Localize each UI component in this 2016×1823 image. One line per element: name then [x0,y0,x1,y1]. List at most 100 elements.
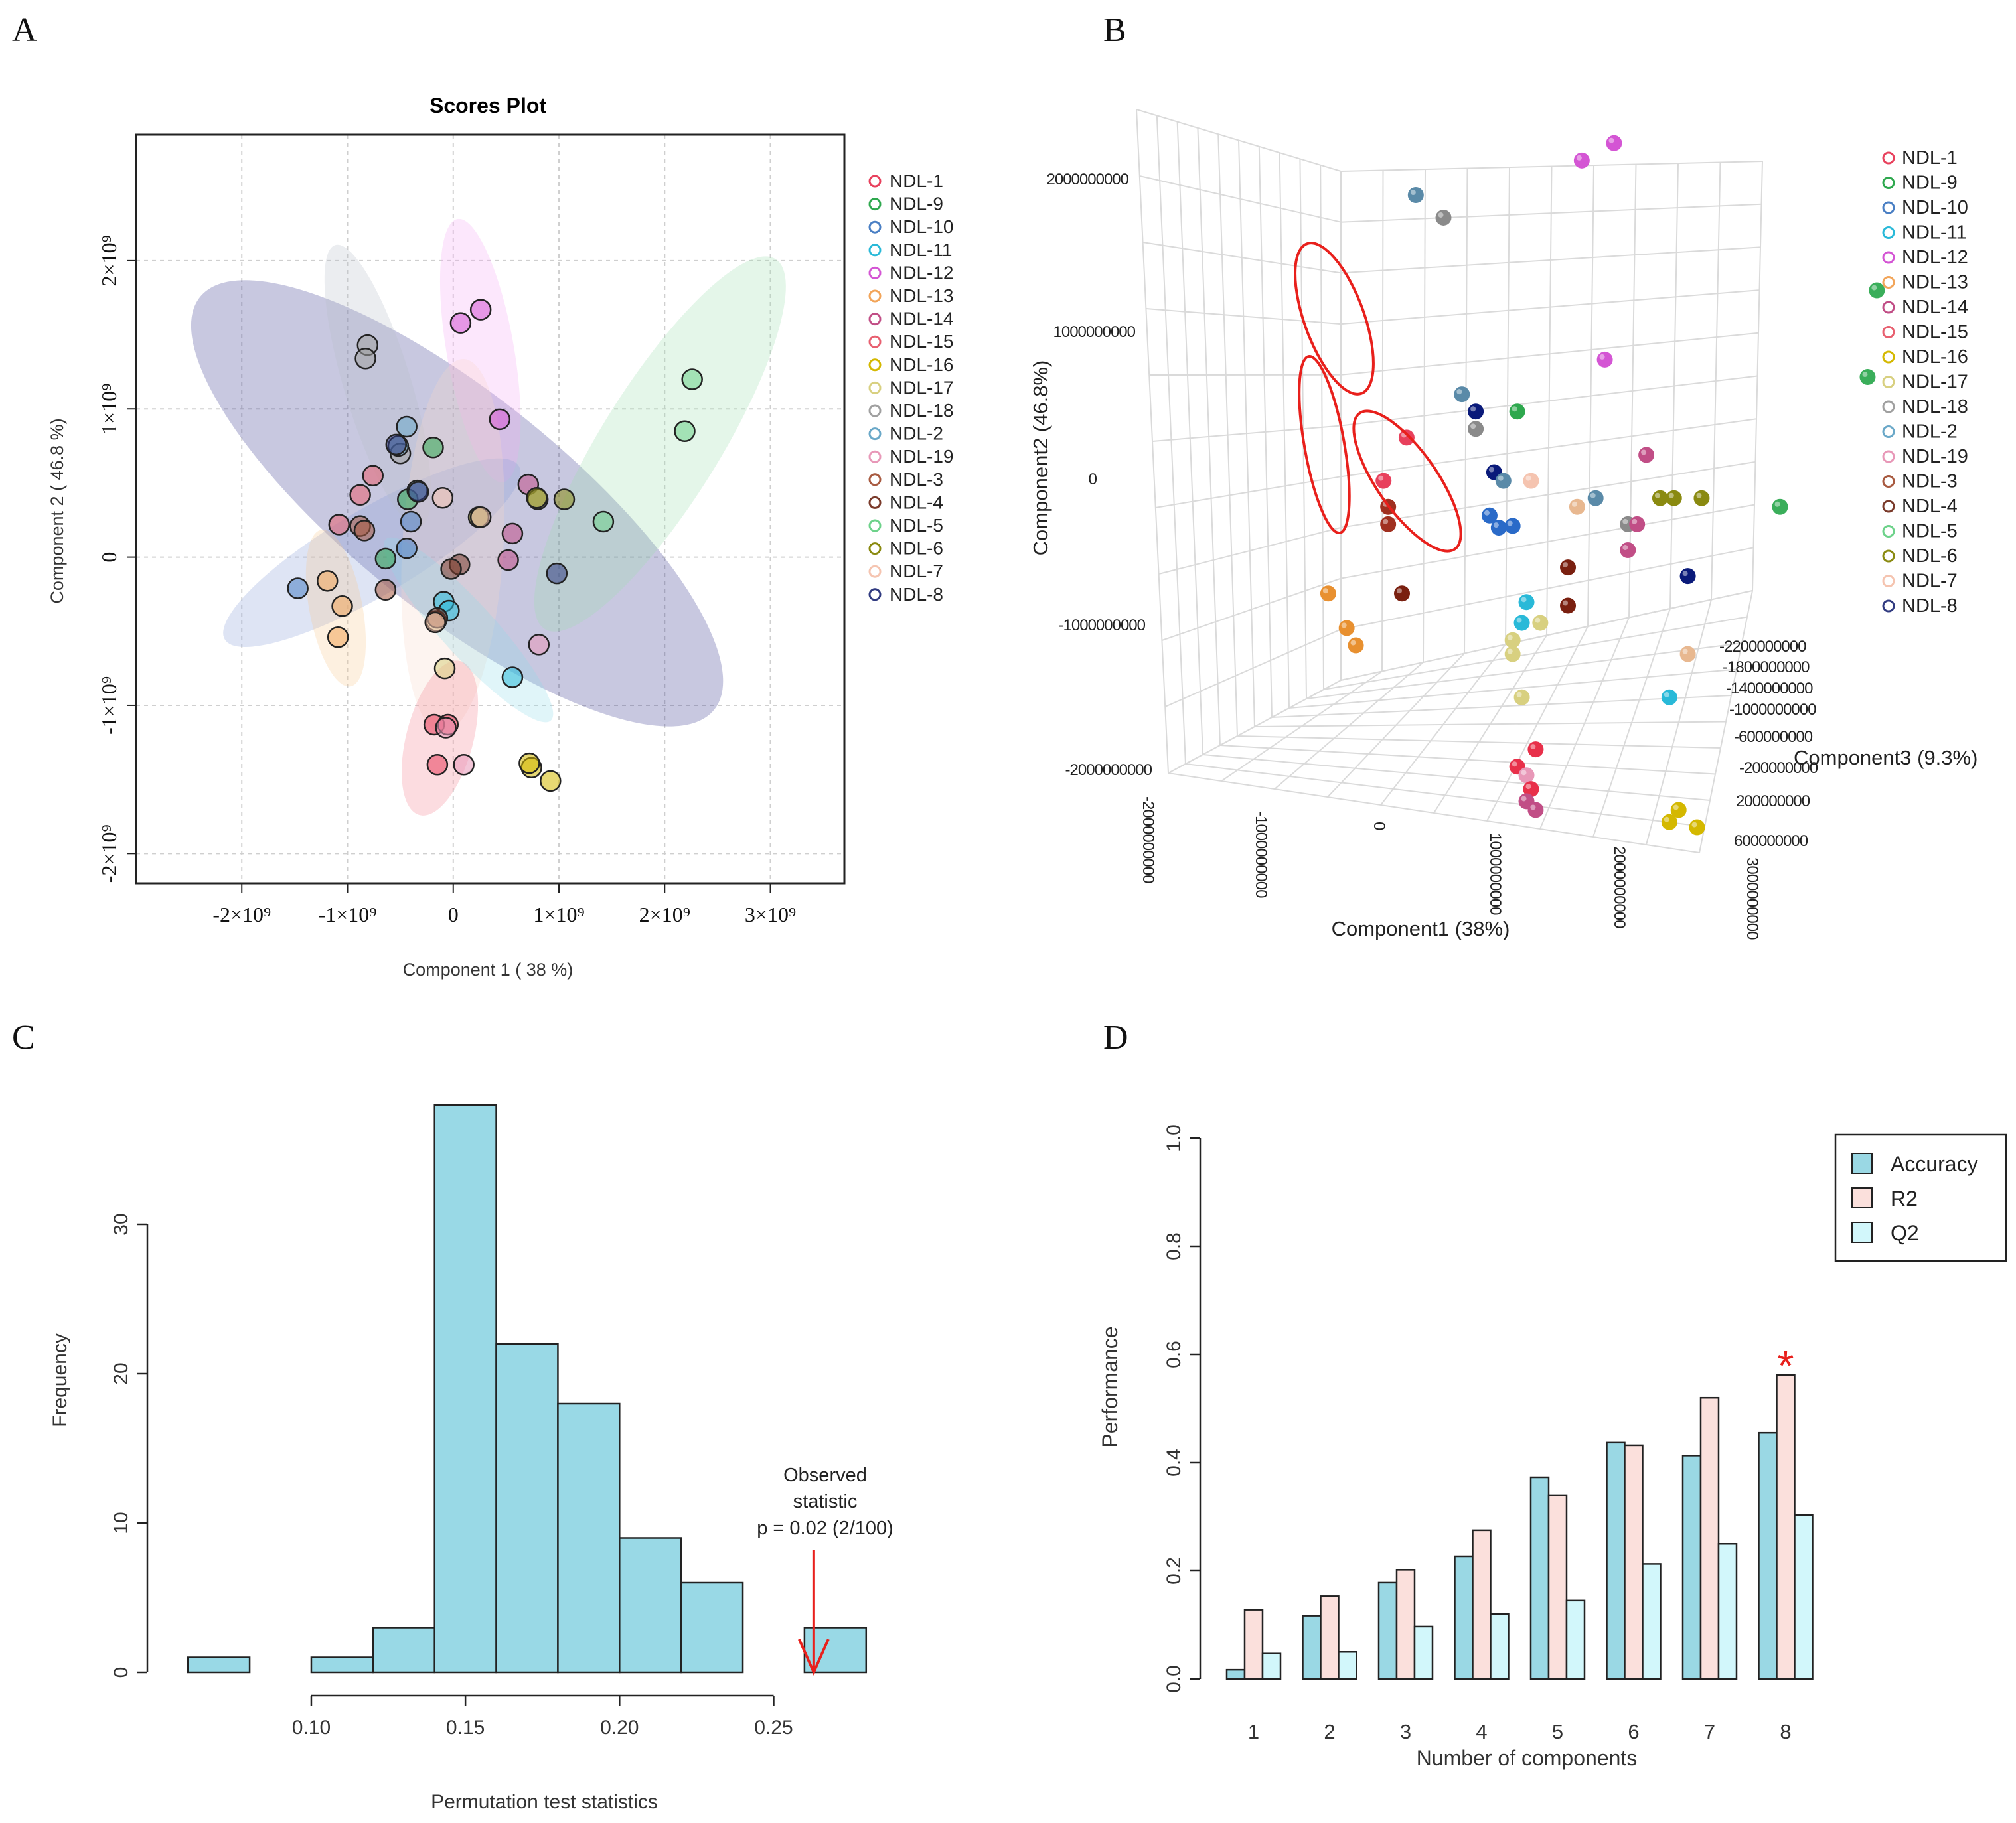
x-tick-label: 0.25 [754,1717,793,1739]
legend-label: NDL-13 [890,285,953,306]
panel-label-c: C [12,1019,35,1057]
x-tick-label: 0.15 [446,1717,485,1739]
legend-marker [870,589,880,600]
score-point [350,485,370,505]
x-tick-label: 0 [448,903,459,926]
legend-marker [1883,377,1894,388]
3d-point [1606,135,1622,151]
legend-marker [870,267,880,278]
3d-z-tick-label: 200000000 [1736,792,1810,810]
3d-point [1532,615,1548,631]
scores-legend: NDL-1NDL-9NDL-10NDL-11NDL-12NDL-13NDL-14… [870,171,953,605]
histogram-x-label: Permutation test statistics [431,1791,658,1813]
3d-point [1408,187,1424,203]
3d-point-highlight [1530,804,1535,810]
annotation-line-observed: Observed [783,1465,867,1486]
3d-point-highlight [1383,519,1388,524]
legend-label: NDL-1 [890,171,943,191]
legend-marker [870,222,880,232]
3d-point-highlight [1600,354,1605,360]
legend-marker [1883,228,1894,238]
3d-point-highlight [1608,138,1614,143]
3d-point [1523,473,1539,489]
legend-marker [870,336,880,347]
3d-point [1569,499,1585,515]
x-tick-label: -2×10⁹ [212,903,271,926]
performance-x-ticks: 12345678 [1248,1720,1792,1743]
3d-point [1375,473,1391,489]
legend-marker [1883,601,1894,611]
performance-bar [1759,1433,1777,1679]
3d-point [1869,283,1885,299]
3d-point-highlight [1622,519,1628,524]
panel-label-d: D [1103,1019,1128,1057]
score-point [356,348,376,368]
legend-label: NDL-9 [890,194,943,214]
3d-point-highlight [1563,601,1568,606]
performance-bars: * [1227,1342,1813,1679]
3d-point [1514,615,1530,631]
score-point [386,435,406,455]
performance-bar [1549,1495,1567,1679]
legend-label: NDL-14 [890,309,953,329]
legend-marker [1883,352,1894,362]
3d-point-highlight [1484,510,1490,516]
histogram-y-label: Frequency [49,1333,71,1427]
3d-point [1348,638,1364,654]
legend-marker [870,544,880,554]
3d-point [1693,490,1709,506]
score-point [408,482,428,502]
3d-point-highlight [1411,190,1416,195]
legend-label: NDL-5 [890,515,943,536]
3d-point [1491,520,1507,536]
score-point [424,437,443,457]
3d-point-highlight [1683,649,1688,654]
legend-label: NDL-18 [1902,396,1968,417]
3d-point [1662,690,1677,705]
score-point [435,658,455,678]
3d-point [1527,741,1543,757]
legend-marker [870,520,880,531]
3d-legend: NDL-1NDL-9NDL-10NDL-11NDL-12NDL-13NDL-14… [1883,147,1968,617]
performance-bar [1245,1610,1263,1679]
3d-z-tick-label: -1800000000 [1723,658,1810,676]
3d-point [1339,620,1355,636]
score-point [554,489,574,509]
histogram-bar [435,1105,497,1672]
3d-point-highlight [1456,389,1462,394]
legend-marker [870,360,880,370]
score-point [436,717,456,737]
performance-bar [1263,1654,1280,1679]
legend-label: NDL-4 [890,492,943,512]
legend-marker [1883,277,1894,288]
y-tick-label: 2×10⁹ [97,235,121,286]
x-tick-label: 2×10⁹ [639,903,690,926]
3d-point [1519,594,1535,610]
3d-point-highlight [1438,212,1444,218]
3d-point-highlight [1397,588,1402,593]
performance-bar [1227,1670,1245,1679]
3d-point-highlight [1862,372,1867,377]
3d-point-highlight [1521,796,1527,801]
x-tick-label: 4 [1476,1720,1487,1743]
x-tick-label: 5 [1552,1720,1563,1743]
3d-point [1505,632,1521,648]
legend-label: NDL-7 [890,561,943,581]
3d-y-ticks: 200000000010000000000-1000000000-2000000… [1047,171,1152,779]
performance-bar [1321,1596,1339,1679]
legend-swatch [1852,1222,1872,1242]
3d-point [1560,598,1576,614]
legend-marker [1883,476,1894,487]
performance-bar [1795,1515,1813,1679]
performance-y-ticks: 0.00.20.40.60.81.0 [1163,1124,1200,1693]
score-point [288,579,308,599]
histogram-bars [188,1105,866,1672]
3d-point-highlight [1696,493,1701,498]
3d-point [1454,386,1470,402]
3d-point-highlight [1530,744,1535,749]
3d-point-highlight [1664,817,1669,822]
legend-label: NDL-13 [1902,272,1968,293]
3d-z-tick-label: -600000000 [1734,728,1813,746]
performance-bar [1719,1544,1737,1679]
score-point [451,313,471,333]
